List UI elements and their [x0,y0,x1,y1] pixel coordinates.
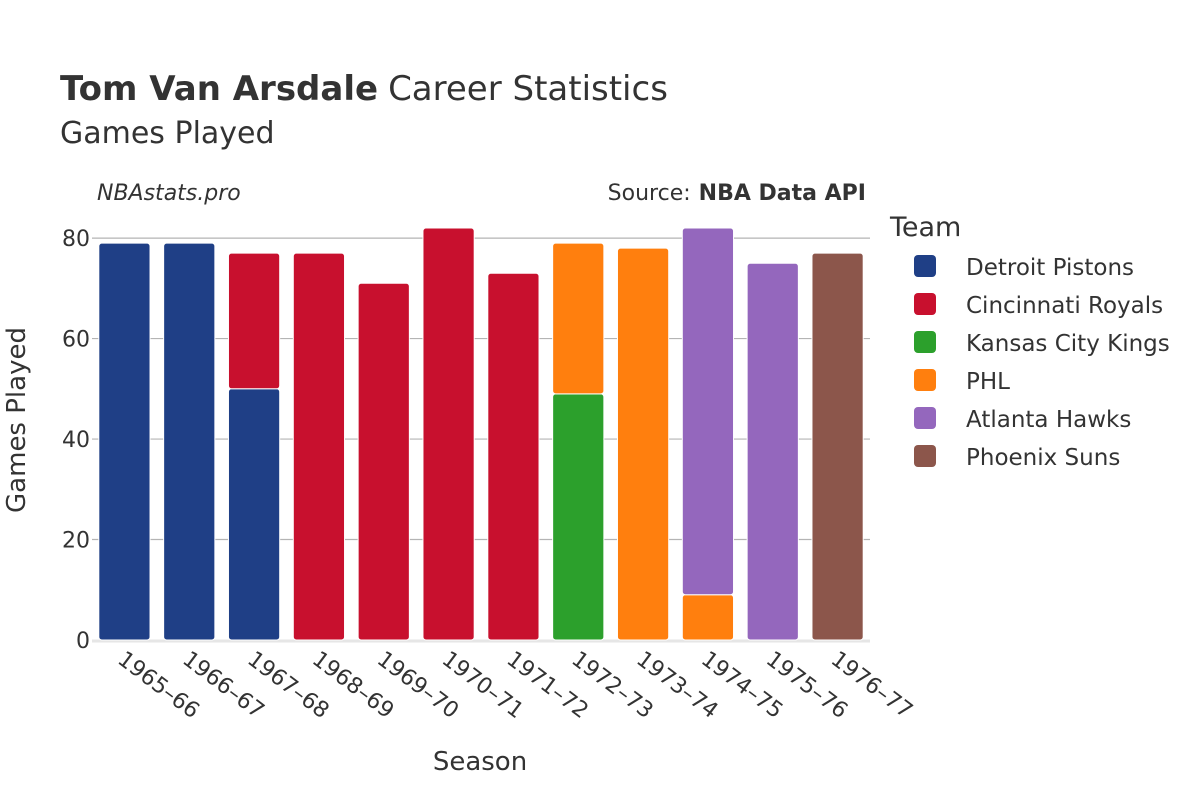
bar-segment[interactable] [811,252,864,641]
x-axis-title: Season [433,747,527,777]
legend-label: Kansas City Kings [966,331,1170,357]
y-tick-label: 20 [62,529,90,554]
y-axis-ticks: 0 20 40 60 80 [62,227,90,654]
bar-segment[interactable] [227,252,281,390]
y-tick-label: 60 [62,328,90,353]
chart-title-rest: Career Statistics [388,69,668,109]
bar-segment[interactable] [552,393,605,641]
legend-swatch [914,331,936,353]
legend: Detroit Pistons Cincinnati Royals Kansas C… [914,255,1170,471]
bar-segment[interactable] [746,262,799,641]
x-axis-ticks: 1965–661966–671967–681968–691969–701970–… [113,647,917,724]
legend-swatch [914,369,936,391]
legend-item[interactable]: Phoenix Suns [914,445,1120,471]
y-tick-label: 40 [62,428,90,453]
legend-item[interactable]: PHL [914,369,1010,395]
legend-label: Cincinnati Royals [966,293,1163,319]
legend-label: PHL [966,369,1010,395]
legend-item[interactable]: Detroit Pistons [914,255,1134,281]
chart-title: Tom Van Arsdale Career Statistics [60,69,668,109]
bar-segment[interactable] [681,594,735,641]
source-prefix: Source: [608,181,691,206]
bar-segment[interactable] [227,388,281,641]
legend-title: Team [889,212,961,243]
bar-segment[interactable] [616,247,670,641]
bar-segment[interactable] [163,242,216,641]
legend-swatch [914,293,936,315]
chart-title-player: Tom Van Arsdale [60,69,378,109]
y-tick-label: 80 [62,227,90,252]
bars [98,227,864,641]
legend-label: Atlanta Hawks [966,407,1131,433]
chart-subtitle: Games Played [60,116,275,151]
bar-segment[interactable] [98,242,151,641]
bar-segment[interactable] [487,272,540,641]
legend-swatch [914,255,936,277]
legend-item[interactable]: Cincinnati Royals [914,293,1163,319]
legend-label: Phoenix Suns [966,445,1120,471]
y-axis-title: Games Played [2,327,32,513]
bar-segment[interactable] [357,282,410,641]
bar-segment[interactable] [681,227,735,596]
source-name: NBA Data API [699,181,866,206]
legend-label: Detroit Pistons [966,255,1134,281]
bar-segment[interactable] [552,242,605,395]
legend-swatch [914,445,936,467]
bar-segment[interactable] [292,252,346,641]
legend-item[interactable]: Kansas City Kings [914,331,1170,357]
y-tick-label: 0 [76,629,90,654]
legend-item[interactable]: Atlanta Hawks [914,407,1131,433]
source-note: Source: NBA Data API [608,181,866,206]
bar-segment[interactable] [422,227,475,641]
legend-swatch [914,407,936,429]
watermark: NBAstats.pro [97,181,241,206]
gridlines [92,237,870,643]
